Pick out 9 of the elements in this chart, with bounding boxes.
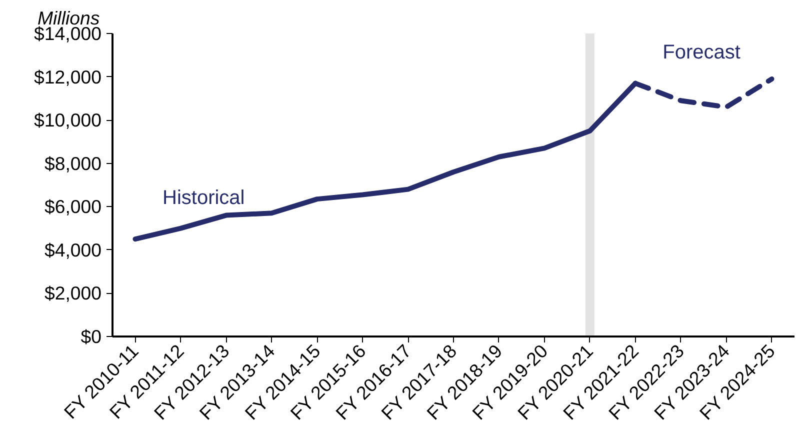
y-tick-label: $2,000	[44, 282, 102, 304]
y-tick-label: $4,000	[44, 239, 102, 260]
series-label: Historical	[162, 187, 245, 210]
y-tick-label: $12,000	[34, 66, 102, 88]
series-label: Forecast	[662, 41, 741, 64]
y-tick-label: $10,000	[34, 110, 102, 131]
y-tick-label: $6,000	[44, 196, 102, 218]
y-tick-label: $0	[80, 326, 102, 347]
y-tick-label: $8,000	[44, 152, 102, 174]
